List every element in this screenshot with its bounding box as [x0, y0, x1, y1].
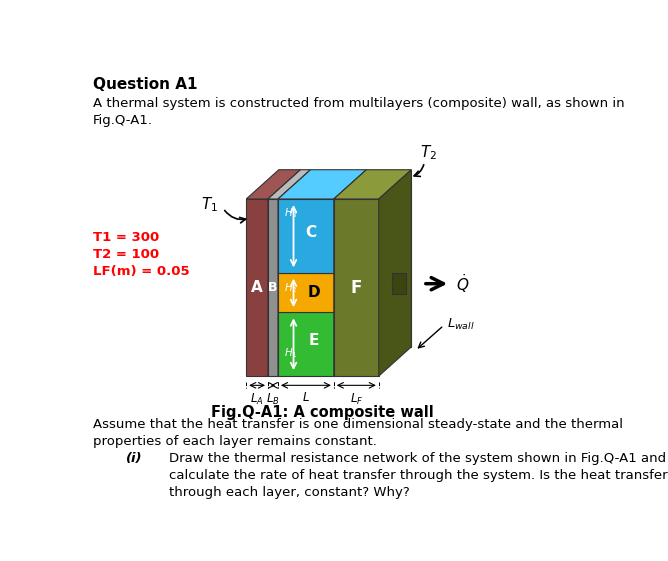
Text: A thermal system is constructed from multilayers (composite) wall, as shown in
F: A thermal system is constructed from mul…	[93, 98, 625, 127]
Text: Assume that the heat transfer is one dimensional steady-state and the thermal
pr: Assume that the heat transfer is one dim…	[93, 419, 623, 448]
Text: $H_1$: $H_1$	[284, 346, 298, 360]
Polygon shape	[268, 199, 278, 376]
Text: B: B	[269, 281, 278, 294]
Polygon shape	[334, 170, 366, 273]
Text: T2 = 100: T2 = 100	[93, 249, 159, 261]
Text: C: C	[305, 225, 316, 240]
Polygon shape	[278, 312, 334, 376]
Text: $H_3$: $H_3$	[284, 206, 298, 220]
Text: Question A1: Question A1	[93, 77, 197, 93]
Text: D: D	[307, 286, 320, 300]
Polygon shape	[278, 170, 311, 376]
Polygon shape	[279, 170, 411, 347]
Polygon shape	[278, 170, 366, 199]
Polygon shape	[379, 170, 411, 376]
Polygon shape	[334, 244, 366, 312]
Text: (i): (i)	[126, 452, 143, 465]
Text: $L_A$: $L_A$	[250, 392, 264, 407]
Text: $\dot{Q}$: $\dot{Q}$	[456, 272, 470, 295]
Text: Fig.Q-A1: A composite wall: Fig.Q-A1: A composite wall	[211, 406, 434, 420]
Polygon shape	[334, 199, 379, 376]
Text: Draw the thermal resistance network of the system shown in Fig.Q-A1 and
calculat: Draw the thermal resistance network of t…	[169, 452, 668, 499]
Polygon shape	[246, 199, 268, 376]
Polygon shape	[278, 273, 334, 312]
Text: $L$: $L$	[302, 392, 310, 404]
Polygon shape	[278, 244, 366, 273]
Text: $T_1$: $T_1$	[201, 196, 218, 214]
Text: F: F	[351, 279, 362, 297]
Text: $L_{wall}$: $L_{wall}$	[447, 317, 475, 332]
Text: $T_2$: $T_2$	[420, 144, 437, 162]
Polygon shape	[268, 170, 301, 376]
Text: E: E	[309, 333, 319, 348]
Text: $L_F$: $L_F$	[349, 392, 363, 407]
Polygon shape	[334, 283, 366, 376]
Text: LF(m) = 0.05: LF(m) = 0.05	[93, 265, 190, 278]
Text: $L_B$: $L_B$	[266, 392, 280, 407]
Polygon shape	[392, 273, 406, 295]
Polygon shape	[334, 170, 411, 199]
Text: $H_2$: $H_2$	[284, 281, 298, 295]
Polygon shape	[246, 170, 301, 199]
Polygon shape	[268, 170, 311, 199]
Text: T1 = 300: T1 = 300	[93, 231, 159, 245]
Polygon shape	[278, 283, 366, 312]
Text: A: A	[251, 280, 263, 295]
Polygon shape	[278, 199, 334, 273]
